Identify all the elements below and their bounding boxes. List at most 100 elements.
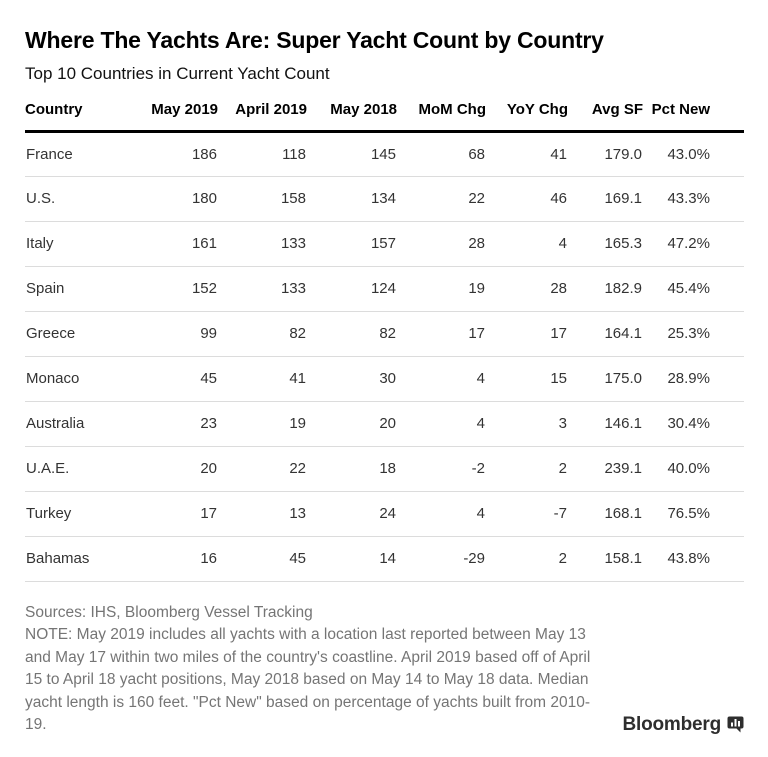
page-title: Where The Yachts Are: Super Yacht Count … (25, 27, 604, 53)
bloomberg-wordmark: Bloomberg (622, 713, 722, 735)
value-cell: 28 (486, 266, 568, 312)
country-cell: Monaco (25, 356, 125, 402)
table-row: Italy 161 133 157 28 4 165.3 47.2% (25, 221, 744, 267)
value-cell: 17 (125, 491, 218, 537)
value-cell: 4 (486, 221, 568, 267)
value-cell: 22 (218, 446, 307, 492)
country-cell: U.S. (25, 176, 125, 222)
value-cell: 99 (125, 311, 218, 357)
table-row: Spain 152 133 124 19 28 182.9 45.4% (25, 266, 744, 312)
value-cell: 4 (397, 356, 486, 402)
value-cell: 134 (307, 176, 397, 222)
value-cell: 145 (307, 131, 397, 177)
value-cell: 25.3% (643, 311, 744, 357)
value-cell: 164.1 (568, 311, 643, 357)
column-header-may-2018: May 2018 (307, 100, 397, 133)
page-subtitle: Top 10 Countries in Current Yacht Count (25, 64, 330, 84)
value-cell: 45 (218, 536, 307, 582)
column-header-mom-chg: MoM Chg (397, 100, 486, 133)
value-cell: 3 (486, 401, 568, 447)
value-cell: 133 (218, 221, 307, 267)
value-cell: 165.3 (568, 221, 643, 267)
value-cell: 23 (125, 401, 218, 447)
value-cell: 28 (397, 221, 486, 267)
value-cell: 180 (125, 176, 218, 222)
country-cell: Australia (25, 401, 125, 447)
value-cell: 41 (218, 356, 307, 402)
value-cell: 82 (218, 311, 307, 357)
value-cell: 17 (397, 311, 486, 357)
table-row: U.A.E. 20 22 18 -2 2 239.1 40.0% (25, 446, 744, 492)
value-cell: 20 (307, 401, 397, 447)
column-header-may-2019: May 2019 (125, 100, 218, 133)
table-row: U.S. 180 158 134 22 46 169.1 43.3% (25, 176, 744, 222)
value-cell: 20 (125, 446, 218, 492)
value-cell: 47.2% (643, 221, 744, 267)
value-cell: 152 (125, 266, 218, 312)
value-cell: 17 (486, 311, 568, 357)
value-cell: 168.1 (568, 491, 643, 537)
table-row: Bahamas 16 45 14 -29 2 158.1 43.8% (25, 536, 744, 582)
value-cell: -2 (397, 446, 486, 492)
value-cell: 15 (486, 356, 568, 402)
value-cell: 4 (397, 491, 486, 537)
value-cell: 82 (307, 311, 397, 357)
value-cell: 76.5% (643, 491, 744, 537)
yacht-count-table: Country May 2019 April 2019 May 2018 MoM… (25, 100, 744, 582)
value-cell: 13 (218, 491, 307, 537)
value-cell: 22 (397, 176, 486, 222)
page: Where The Yachts Are: Super Yacht Count … (25, 27, 744, 737)
value-cell: 169.1 (568, 176, 643, 222)
table-row: Australia 23 19 20 4 3 146.1 30.4% (25, 401, 744, 447)
value-cell: 186 (125, 131, 218, 177)
value-cell: 146.1 (568, 401, 643, 447)
value-cell: -29 (397, 536, 486, 582)
value-cell: 30.4% (643, 401, 744, 447)
value-cell: 14 (307, 536, 397, 582)
bloomberg-logo: Bloomberg (623, 714, 744, 736)
country-cell: Bahamas (25, 536, 125, 582)
value-cell: -7 (486, 491, 568, 537)
table-header-row: Country May 2019 April 2019 May 2018 MoM… (25, 100, 744, 133)
value-cell: 157 (307, 221, 397, 267)
value-cell: 45.4% (643, 266, 744, 312)
value-cell: 43.8% (643, 536, 744, 582)
value-cell: 124 (307, 266, 397, 312)
note-text: NOTE: May 2019 includes all yachts with … (25, 626, 591, 734)
value-cell: 41 (486, 131, 568, 177)
footer: Sources: IHS, Bloomberg Vessel Tracking … (25, 602, 744, 737)
value-cell: 43.3% (643, 176, 744, 222)
table-row: Turkey 17 13 24 4 -7 168.1 76.5% (25, 491, 744, 537)
value-cell: 30 (307, 356, 397, 402)
country-cell: Spain (25, 266, 125, 312)
country-cell: France (25, 131, 125, 177)
value-cell: 19 (397, 266, 486, 312)
value-cell: 45 (125, 356, 218, 402)
column-header-yoy-chg: YoY Chg (486, 100, 568, 133)
column-header-pct-new: Pct New (643, 100, 744, 133)
value-cell: 175.0 (568, 356, 643, 402)
value-cell: 16 (125, 536, 218, 582)
column-header-april-2019: April 2019 (218, 100, 307, 133)
value-cell: 158 (218, 176, 307, 222)
column-header-avg-sf: Avg SF (568, 100, 643, 133)
value-cell: 68 (397, 131, 486, 177)
value-cell: 18 (307, 446, 397, 492)
value-cell: 182.9 (568, 266, 643, 312)
sources-line: Sources: IHS, Bloomberg Vessel Tracking (25, 603, 313, 621)
value-cell: 24 (307, 491, 397, 537)
value-cell: 19 (218, 401, 307, 447)
value-cell: 2 (486, 446, 568, 492)
value-cell: 43.0% (643, 131, 744, 177)
value-cell: 28.9% (643, 356, 744, 402)
value-cell: 40.0% (643, 446, 744, 492)
value-cell: 4 (397, 401, 486, 447)
value-cell: 158.1 (568, 536, 643, 582)
table-row: Greece 99 82 82 17 17 164.1 25.3% (25, 311, 744, 357)
value-cell: 2 (486, 536, 568, 582)
bar-chart-bubble-icon (727, 716, 744, 733)
value-cell: 239.1 (568, 446, 643, 492)
value-cell: 161 (125, 221, 218, 267)
value-cell: 46 (486, 176, 568, 222)
value-cell: 118 (218, 131, 307, 177)
